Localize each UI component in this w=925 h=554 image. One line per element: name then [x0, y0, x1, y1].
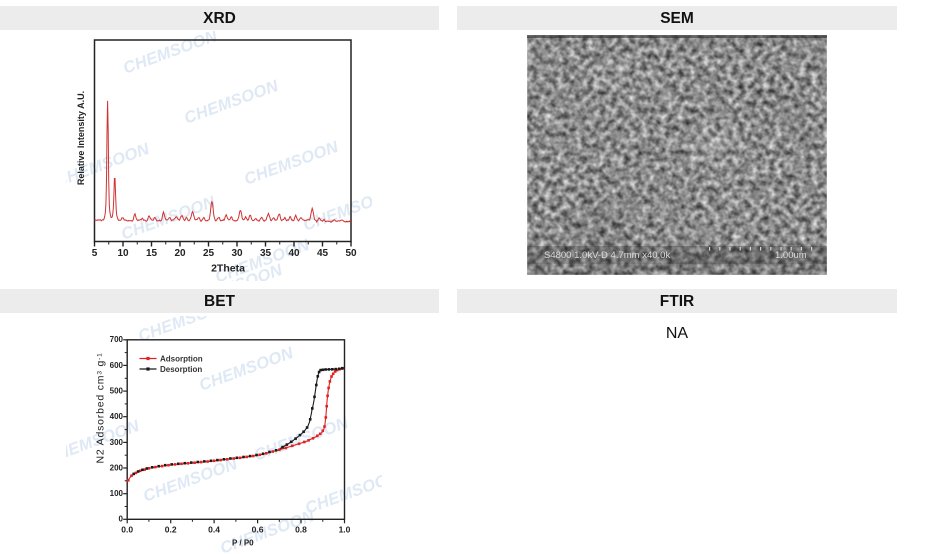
svg-text:CHEMSOON: CHEMSOON: [301, 184, 372, 235]
svg-text:700: 700: [110, 335, 124, 344]
svg-text:0.6: 0.6: [252, 524, 264, 534]
svg-text:200: 200: [110, 463, 124, 472]
svg-text:CHEMSOON: CHEMSOON: [303, 467, 382, 518]
svg-text:45: 45: [317, 248, 329, 259]
svg-text:CHEMSOON: CHEMSOON: [242, 138, 342, 189]
svg-text:0.0: 0.0: [121, 524, 133, 534]
svg-text:0.2: 0.2: [165, 524, 177, 534]
svg-text:Desorption: Desorption: [160, 365, 202, 374]
svg-text:CHEMSOON: CHEMSOON: [197, 344, 297, 395]
svg-text:100: 100: [110, 489, 124, 498]
svg-text:15: 15: [146, 248, 158, 259]
svg-text:N2 Adsorbed cm3 g-1: N2 Adsorbed cm3 g-1: [95, 353, 107, 464]
svg-text:500: 500: [110, 387, 124, 396]
svg-text:S4800 1.0kV-D 4.7mm x40.0k: S4800 1.0kV-D 4.7mm x40.0k: [544, 250, 670, 261]
svg-text:CHEMSOON: CHEMSOON: [252, 414, 352, 465]
svg-text:1.00um: 1.00um: [775, 250, 807, 261]
svg-text:CHEMSOON: CHEMSOON: [121, 31, 221, 78]
svg-text:P / P0: P / P0: [232, 539, 254, 548]
svg-text:0: 0: [119, 515, 124, 524]
svg-text:Relative Intensity A.U.: Relative Intensity A.U.: [76, 91, 86, 185]
svg-text:10: 10: [117, 248, 129, 259]
svg-text:5: 5: [92, 248, 98, 259]
svg-text:300: 300: [110, 438, 124, 447]
svg-text:40: 40: [288, 248, 300, 259]
svg-text:600: 600: [110, 361, 124, 370]
svg-text:CHEMSOON: CHEMSOON: [182, 77, 282, 128]
svg-text:30: 30: [231, 248, 243, 259]
svg-text:Adsorption: Adsorption: [160, 354, 203, 363]
svg-text:0.4: 0.4: [208, 524, 220, 534]
svg-text:2Theta: 2Theta: [211, 263, 245, 275]
svg-text:1.0: 1.0: [339, 524, 351, 534]
svg-text:20: 20: [174, 248, 186, 259]
svg-text:35: 35: [260, 248, 272, 259]
svg-text:50: 50: [345, 248, 357, 259]
svg-text:400: 400: [110, 412, 124, 421]
svg-text:25: 25: [203, 248, 215, 259]
svg-text:CHEMSOON: CHEMSOON: [136, 316, 236, 346]
svg-text:0.8: 0.8: [295, 524, 307, 534]
